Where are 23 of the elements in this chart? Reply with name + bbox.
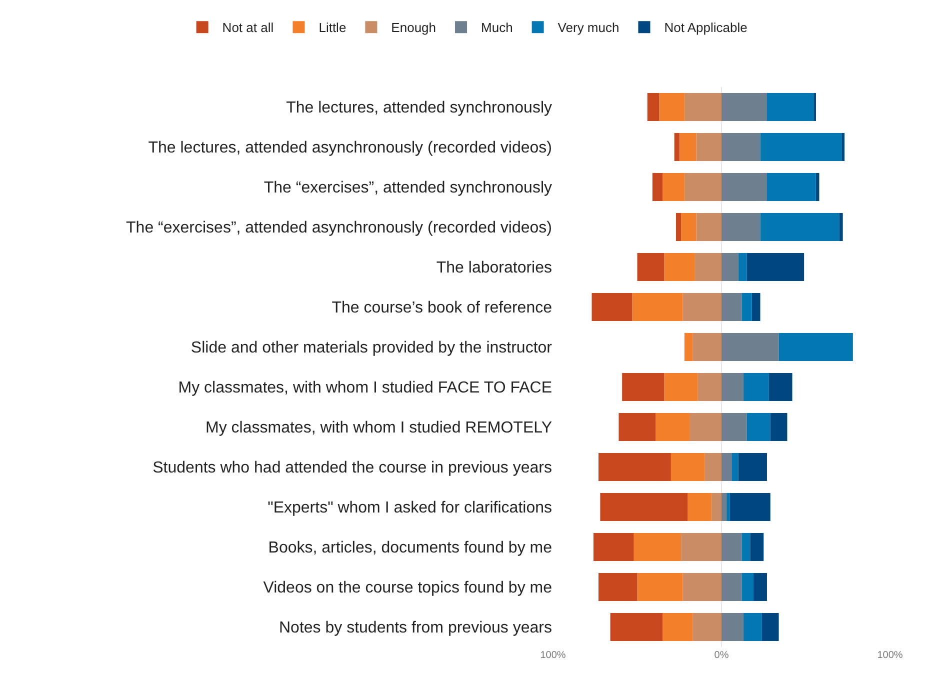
- y-tick-label: The lectures, attended asynchronously (recorded videos): [148, 140, 552, 157]
- y-tick-label: The course’s book of reference: [332, 300, 552, 317]
- legend-label: Little: [318, 20, 346, 36]
- legend-label: Very much: [558, 20, 620, 36]
- y-tick-label: Slide and other materials provided by the instructor: [190, 340, 553, 357]
- legend-label: Enough: [391, 20, 436, 36]
- x-tick-label: 0%: [714, 650, 729, 661]
- y-tick-label: My classmates, with whom I studied FACE TO FACE: [178, 380, 552, 397]
- y-tick-label: Videos on the course topics found by me: [263, 580, 552, 597]
- y-tick-label: Notes by students from previous years: [278, 620, 552, 637]
- y-tick-label: Students who had attended the course in previous years: [152, 460, 552, 477]
- y-tick-label: "Experts" whom I asked for clarifications: [268, 500, 552, 517]
- x-tick-label: 100%: [540, 650, 566, 661]
- y-tick-label: The lectures, attended synchronously: [286, 100, 552, 117]
- legend-label: Not at all: [222, 20, 274, 36]
- legend-label: Much: [481, 20, 513, 36]
- y-tick-label: The laboratories: [436, 260, 552, 277]
- y-tick-label: Books, articles, documents found by me: [268, 540, 552, 557]
- y-tick-label: My classmates, with whom I studied REMOTELY: [206, 420, 552, 437]
- legend-label: Not Applicable: [664, 20, 748, 36]
- y-tick-label: The “exercises”, attended asynchronously (recorded videos): [126, 220, 552, 237]
- y-tick-label: The “exercises”, attended synchronously: [264, 180, 552, 197]
- x-tick-label: 100%: [877, 650, 903, 661]
